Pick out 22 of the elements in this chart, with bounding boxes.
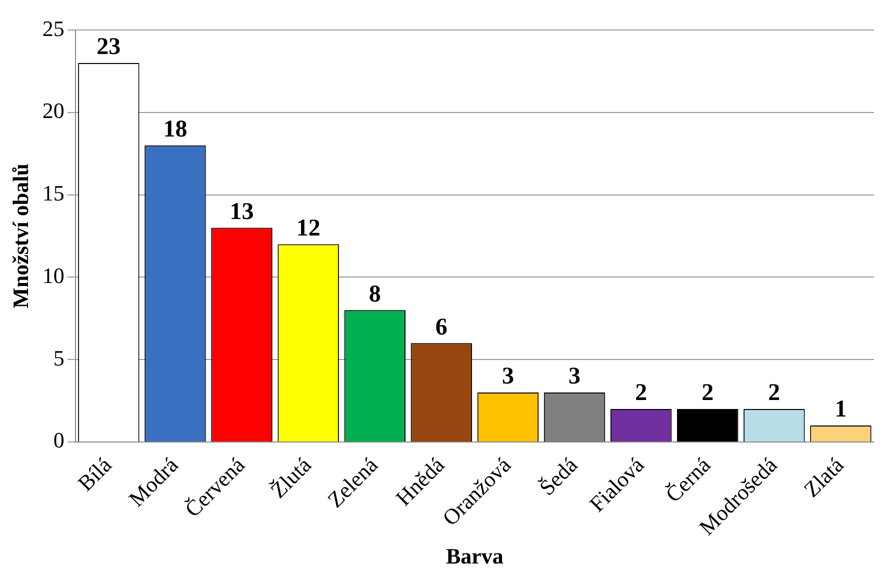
y-tick-label: 15 bbox=[42, 180, 64, 206]
data-label: 12 bbox=[296, 215, 320, 242]
y-tick-label: 20 bbox=[42, 98, 64, 124]
data-label: 8 bbox=[368, 281, 381, 308]
y-tick-label: 5 bbox=[53, 345, 64, 370]
data-label: 2 bbox=[702, 380, 714, 406]
y-axis-title: Množství obalů bbox=[8, 164, 33, 308]
data-label: 2 bbox=[635, 380, 648, 406]
x-tick-label: Bílá bbox=[72, 452, 116, 496]
data-label: 18 bbox=[163, 116, 188, 143]
data-label: 2 bbox=[768, 380, 780, 406]
y-tick-label: 25 bbox=[42, 16, 64, 41]
bar bbox=[677, 408, 738, 442]
data-label: 1 bbox=[834, 396, 847, 423]
data-label: 13 bbox=[230, 198, 254, 225]
data-label: 3 bbox=[502, 364, 514, 390]
x-axis-title: Barva bbox=[446, 543, 504, 568]
data-label: 3 bbox=[568, 364, 581, 390]
y-tick-label: 0 bbox=[53, 428, 64, 453]
y-tick-label: 10 bbox=[42, 262, 64, 288]
data-label: 6 bbox=[435, 314, 448, 340]
data-label: 23 bbox=[96, 34, 121, 60]
